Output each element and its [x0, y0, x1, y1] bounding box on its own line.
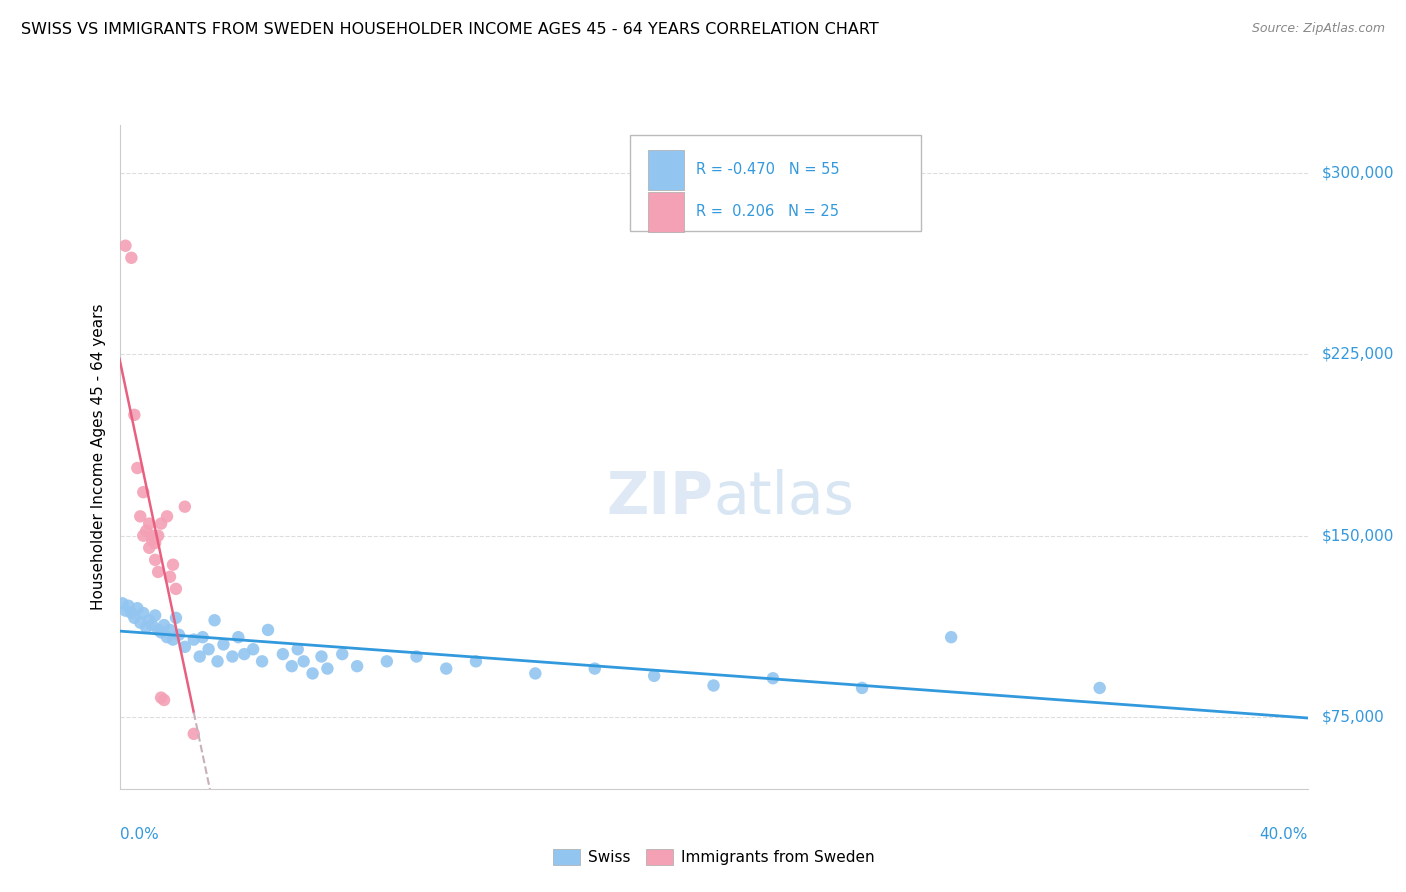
Point [150, 516, 173, 531]
Point [292, 654, 315, 668]
Point [242, 642, 264, 657]
Point [124, 408, 146, 422]
Point [165, 611, 187, 625]
Point [228, 630, 250, 644]
Point [146, 529, 169, 543]
Point [127, 461, 149, 475]
Point [143, 608, 166, 623]
Point [167, 628, 190, 642]
Point [138, 613, 160, 627]
Point [188, 649, 211, 664]
Point [120, 251, 142, 265]
Point [150, 625, 173, 640]
Text: 40.0%: 40.0% [1260, 827, 1308, 841]
Point [124, 611, 146, 625]
Point [173, 500, 195, 514]
Point [287, 642, 309, 657]
Point [191, 630, 214, 644]
Point [271, 647, 294, 661]
Point [159, 623, 181, 637]
FancyBboxPatch shape [630, 135, 921, 231]
Point [183, 632, 205, 647]
Point [301, 666, 323, 681]
Point [117, 599, 139, 613]
Point [138, 516, 160, 531]
Point [143, 536, 166, 550]
Point [141, 618, 163, 632]
FancyBboxPatch shape [648, 150, 683, 189]
Point [524, 666, 547, 681]
Point [132, 606, 155, 620]
Text: $75,000: $75,000 [1322, 709, 1385, 724]
Point [159, 570, 181, 584]
Point [146, 565, 169, 579]
Point [851, 681, 873, 695]
Point [143, 553, 166, 567]
Point [197, 642, 219, 657]
Point [150, 690, 173, 705]
Point [135, 620, 157, 634]
Point [141, 533, 163, 548]
Point [464, 654, 486, 668]
Point [114, 604, 136, 618]
Point [111, 596, 134, 610]
Text: R = -0.470   N = 55: R = -0.470 N = 55 [696, 162, 839, 178]
Text: SWISS VS IMMIGRANTS FROM SWEDEN HOUSEHOLDER INCOME AGES 45 - 64 YEARS CORRELATIO: SWISS VS IMMIGRANTS FROM SWEDEN HOUSEHOL… [21, 22, 879, 37]
Point [141, 529, 163, 543]
Point [702, 679, 725, 693]
Point [212, 637, 235, 651]
Point [129, 509, 152, 524]
Text: 0.0%: 0.0% [120, 827, 159, 841]
Text: $150,000: $150,000 [1322, 528, 1393, 543]
Point [204, 613, 226, 627]
Point [132, 485, 155, 500]
Point [165, 582, 187, 596]
Point [311, 649, 333, 664]
Point [233, 647, 256, 661]
Point [153, 693, 176, 707]
Point [138, 541, 160, 555]
Point [434, 662, 457, 676]
Point [129, 615, 152, 630]
Y-axis label: Householder Income Ages 45 - 64 years: Householder Income Ages 45 - 64 years [91, 304, 107, 610]
Point [643, 669, 665, 683]
Text: atlas: atlas [713, 468, 855, 525]
Point [135, 524, 157, 538]
Point [132, 529, 155, 543]
Text: R =  0.206   N = 25: R = 0.206 N = 25 [696, 204, 839, 219]
Point [346, 659, 368, 673]
Point [162, 632, 184, 647]
Point [583, 662, 606, 676]
Text: $225,000: $225,000 [1322, 347, 1393, 362]
Point [330, 647, 353, 661]
Point [207, 654, 229, 668]
Text: ZIP: ZIP [606, 468, 713, 525]
Point [250, 654, 273, 668]
Point [146, 623, 169, 637]
Point [120, 606, 142, 620]
Point [156, 630, 179, 644]
Point [375, 654, 398, 668]
Point [281, 659, 304, 673]
Text: $300,000: $300,000 [1322, 166, 1393, 181]
Point [257, 623, 280, 637]
Point [405, 649, 427, 664]
Legend: Swiss, Immigrants from Sweden: Swiss, Immigrants from Sweden [547, 843, 880, 871]
FancyBboxPatch shape [648, 192, 683, 232]
Point [762, 671, 785, 685]
Point [221, 649, 243, 664]
Point [127, 601, 149, 615]
Point [153, 618, 176, 632]
Point [939, 630, 962, 644]
Point [173, 640, 195, 654]
Point [114, 238, 136, 252]
Point [1088, 681, 1111, 695]
Point [183, 727, 205, 741]
Text: Source: ZipAtlas.com: Source: ZipAtlas.com [1251, 22, 1385, 36]
Point [316, 662, 339, 676]
Point [162, 558, 184, 572]
Point [156, 509, 179, 524]
